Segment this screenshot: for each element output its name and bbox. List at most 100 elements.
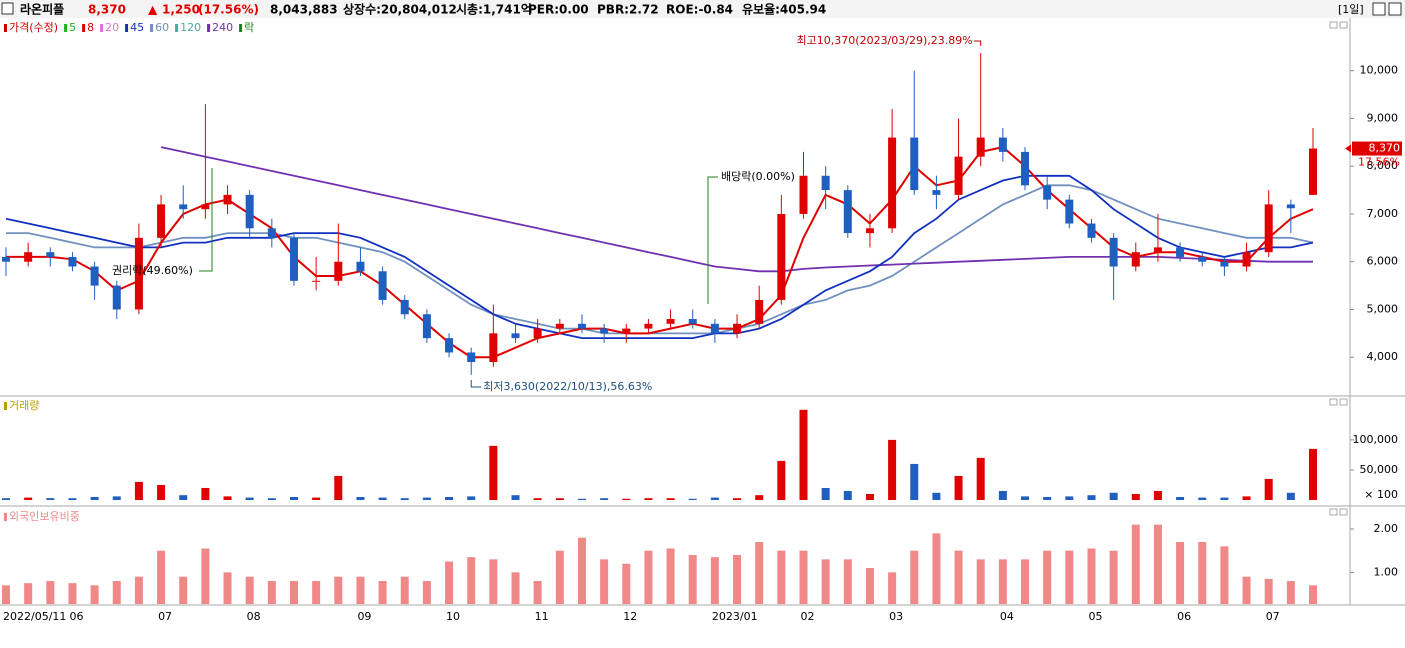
bar bbox=[1087, 548, 1096, 604]
bar bbox=[777, 550, 786, 604]
candle-body bbox=[467, 352, 476, 363]
period[interactable]: [1일] bbox=[1338, 2, 1364, 16]
bar bbox=[1109, 550, 1118, 604]
moving-average bbox=[5, 174, 1314, 339]
bar bbox=[46, 581, 55, 604]
bar bbox=[467, 557, 476, 604]
legend-swatch bbox=[150, 24, 154, 32]
candle-body bbox=[533, 328, 542, 339]
x-tick-label: 08 bbox=[247, 610, 261, 623]
candle-body bbox=[2, 256, 10, 262]
candle-body bbox=[312, 280, 321, 282]
moving-average bbox=[160, 146, 1313, 273]
candle-body bbox=[46, 252, 55, 257]
candle-body bbox=[1176, 247, 1185, 257]
bar bbox=[932, 492, 941, 500]
panel-title: 거래량 bbox=[9, 399, 39, 412]
y-tick-label: 6,000 bbox=[1367, 255, 1399, 268]
bar bbox=[666, 498, 675, 500]
bar bbox=[755, 542, 764, 604]
close-button[interactable] bbox=[1388, 2, 1402, 16]
x-tick-label: 04 bbox=[1000, 610, 1014, 623]
annotation-arrow bbox=[973, 40, 982, 46]
candle-body bbox=[622, 328, 631, 334]
bar bbox=[976, 457, 985, 500]
x-tick-label: 07 bbox=[1266, 610, 1280, 623]
bar bbox=[1065, 550, 1074, 604]
x-tick-label: 03 bbox=[889, 610, 903, 623]
bar bbox=[910, 463, 919, 500]
x-tick-label: 02 bbox=[800, 610, 814, 623]
legend-label: 45 bbox=[130, 21, 144, 34]
bar bbox=[2, 498, 10, 500]
x-tick-label: 06 bbox=[1177, 610, 1191, 623]
legend-label: 5 bbox=[69, 21, 76, 34]
bar bbox=[179, 576, 188, 604]
bar bbox=[1065, 496, 1074, 500]
arrow: ▲ bbox=[148, 3, 158, 17]
legend-label: 8 bbox=[87, 21, 94, 34]
window-button[interactable] bbox=[1372, 2, 1386, 16]
y-tick-label: 7,000 bbox=[1367, 207, 1399, 220]
bar bbox=[533, 498, 542, 500]
bar bbox=[90, 585, 99, 604]
bar bbox=[733, 555, 742, 604]
bar bbox=[422, 497, 431, 500]
bar bbox=[2, 585, 10, 604]
bar bbox=[555, 498, 564, 500]
y-tick-label: 1.00 bbox=[1374, 565, 1399, 578]
candle-body bbox=[666, 319, 675, 324]
bar bbox=[1220, 546, 1229, 604]
bar bbox=[201, 487, 210, 500]
bar bbox=[24, 497, 33, 500]
candle-body bbox=[733, 323, 742, 334]
bar bbox=[511, 495, 520, 500]
annotation-arrow bbox=[199, 168, 213, 272]
candle-body bbox=[1198, 256, 1207, 262]
y-unit: × 100 bbox=[1364, 488, 1398, 501]
high-annotation: 최고10,370(2023/03/29),23.89% bbox=[797, 34, 973, 47]
y-tick-label: 5,000 bbox=[1367, 302, 1399, 315]
bar bbox=[910, 550, 919, 604]
annotation-arrow bbox=[707, 176, 718, 304]
change: 1,250 bbox=[162, 3, 200, 17]
bar bbox=[998, 559, 1007, 604]
bar bbox=[400, 576, 409, 604]
roe: ROE:-0.84 bbox=[666, 3, 733, 17]
rights-annotation: 권리락(49.60%) bbox=[112, 264, 193, 277]
price-tag bbox=[1352, 141, 1402, 156]
candle-body bbox=[998, 137, 1007, 152]
candle-body bbox=[1065, 199, 1074, 224]
bar bbox=[1309, 448, 1317, 500]
bar bbox=[888, 439, 897, 500]
bar bbox=[1021, 559, 1030, 604]
pbr: PBR:2.72 bbox=[597, 3, 659, 17]
bar bbox=[467, 496, 476, 500]
bar bbox=[46, 498, 55, 500]
bar bbox=[68, 498, 77, 500]
bar bbox=[1264, 578, 1273, 604]
candle-body bbox=[1109, 237, 1118, 267]
candle-body bbox=[1264, 204, 1273, 253]
candle-body bbox=[1242, 252, 1251, 267]
legend-label: 120 bbox=[180, 21, 201, 34]
bar bbox=[1109, 492, 1118, 500]
candle-body bbox=[555, 323, 564, 329]
price-tag-label: 8,370 bbox=[1369, 142, 1401, 155]
candle-body bbox=[489, 333, 498, 363]
bar bbox=[422, 581, 431, 604]
bar bbox=[378, 497, 387, 500]
candle-body bbox=[799, 175, 808, 214]
legend-label: 240 bbox=[212, 21, 233, 34]
bar bbox=[24, 583, 33, 604]
candle-body bbox=[1286, 204, 1295, 209]
panel-title: 외국인보유비중 bbox=[9, 510, 80, 523]
listed: 상장수:20,804,012 bbox=[343, 2, 457, 17]
bar bbox=[821, 487, 830, 500]
bar bbox=[378, 581, 387, 604]
checkbox[interactable] bbox=[1, 2, 14, 15]
candle-body bbox=[910, 137, 919, 191]
bar bbox=[932, 533, 941, 604]
candle-body bbox=[112, 285, 121, 310]
x-tick-label: 09 bbox=[357, 610, 371, 623]
